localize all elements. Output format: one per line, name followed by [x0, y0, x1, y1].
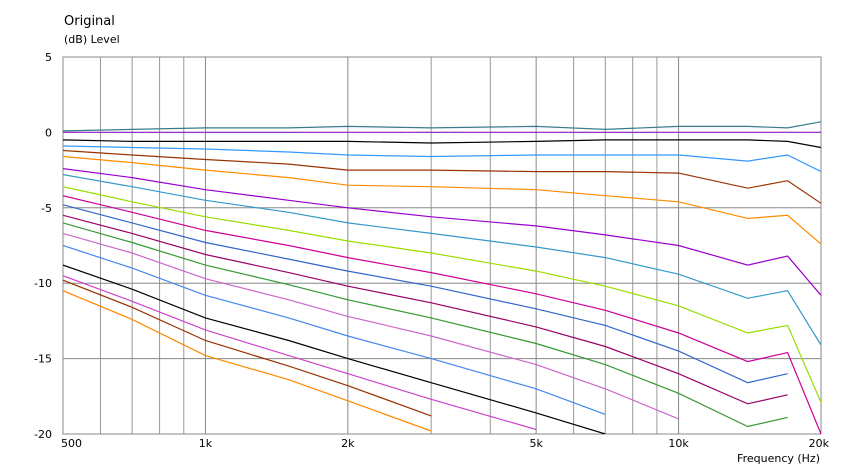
series-line: [63, 186, 821, 403]
x-tick-label: 500: [61, 437, 82, 450]
x-tick-label: 20k: [809, 437, 830, 450]
series-line: [63, 139, 821, 149]
y-tick-label: -10: [34, 277, 52, 290]
series-line: [63, 279, 432, 417]
y-tick-label: -15: [34, 353, 52, 366]
series-line: [63, 145, 821, 173]
series-line: [63, 264, 606, 434]
series-line: [63, 155, 821, 245]
x-axis-label: Frequency (Hz): [737, 452, 820, 465]
series-line: [63, 244, 606, 415]
series-line: [63, 168, 821, 296]
series-line: [63, 290, 432, 432]
y-tick-label: -20: [34, 428, 52, 441]
series-line: [63, 149, 821, 204]
chart-title: Original: [64, 14, 115, 29]
series-line: [63, 195, 821, 434]
series-line: [63, 214, 788, 405]
series-line: [63, 222, 788, 428]
x-tick-label: 5k: [529, 437, 543, 450]
x-tick-label: 2k: [341, 437, 355, 450]
x-tick-label: 1k: [199, 437, 213, 450]
series-group: [63, 121, 821, 434]
y-tick-label: -5: [41, 202, 52, 215]
x-tick-label: 10k: [668, 437, 689, 450]
series-line: [63, 174, 821, 346]
series-line: [63, 121, 821, 132]
series-line: [63, 204, 788, 384]
y-tick-label: 5: [45, 51, 52, 64]
y-axis-label: (dB) Level: [64, 33, 120, 46]
series-line: [63, 232, 679, 420]
plot-area: [62, 56, 822, 435]
y-tick-label: 0: [45, 126, 52, 139]
series-line: [63, 275, 537, 431]
